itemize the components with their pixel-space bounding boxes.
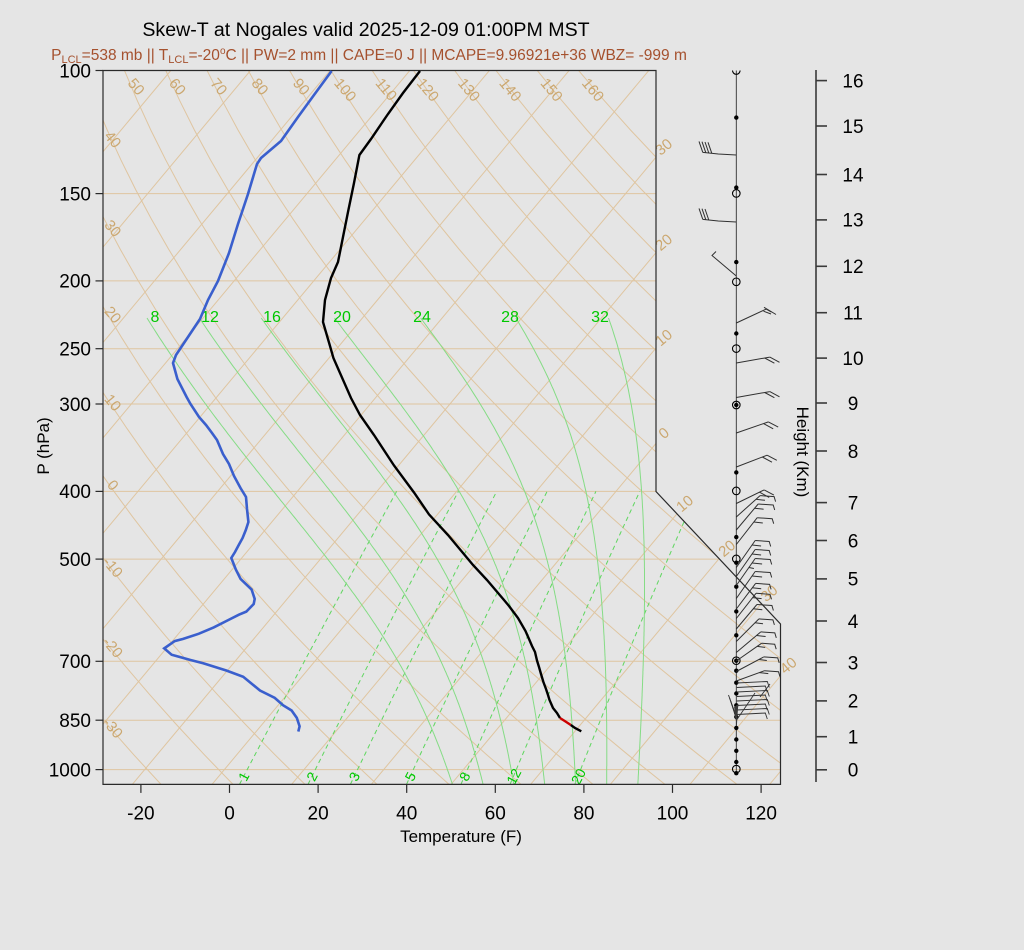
svg-text:Skew-T at Nogales valid 2025-1: Skew-T at Nogales valid 2025-12-09 01:00…: [142, 19, 589, 41]
svg-text:300: 300: [59, 395, 91, 416]
svg-text:Temperature (F): Temperature (F): [400, 827, 522, 846]
svg-text:Height (Km): Height (Km): [793, 407, 812, 498]
svg-text:7: 7: [848, 493, 859, 514]
svg-text:28: 28: [501, 309, 519, 326]
svg-text:11: 11: [843, 304, 863, 325]
svg-text:0: 0: [848, 761, 859, 782]
svg-text:1000: 1000: [49, 760, 91, 781]
svg-text:13: 13: [842, 211, 863, 232]
svg-text:40: 40: [396, 804, 417, 825]
svg-text:16: 16: [263, 309, 281, 326]
svg-text:15: 15: [842, 117, 863, 138]
svg-text:0: 0: [224, 804, 235, 825]
svg-text:80: 80: [573, 804, 594, 825]
svg-text:12: 12: [842, 257, 863, 278]
svg-text:500: 500: [59, 550, 91, 571]
svg-text:8: 8: [151, 309, 160, 326]
svg-text:20: 20: [333, 309, 351, 326]
svg-text:32: 32: [591, 309, 609, 326]
svg-text:8: 8: [848, 442, 859, 463]
svg-text:5: 5: [848, 570, 859, 591]
svg-text:20: 20: [308, 804, 329, 825]
svg-text:200: 200: [59, 272, 91, 293]
svg-text:PLCL=538 mb || TLCL=-20oC || P: PLCL=538 mb || TLCL=-20oC || PW=2 mm || …: [51, 46, 687, 66]
svg-text:-20: -20: [127, 804, 154, 825]
svg-text:100: 100: [657, 804, 689, 825]
svg-text:1: 1: [848, 728, 859, 749]
svg-text:60: 60: [485, 804, 506, 825]
svg-text:20: 20: [568, 766, 590, 787]
svg-text:150: 150: [59, 184, 91, 205]
svg-text:10: 10: [842, 349, 863, 370]
svg-text:9: 9: [848, 394, 859, 415]
svg-text:100: 100: [59, 61, 91, 82]
svg-text:850: 850: [59, 711, 91, 732]
svg-text:14: 14: [842, 165, 864, 186]
svg-text:3: 3: [848, 653, 859, 674]
svg-text:120: 120: [745, 804, 777, 825]
svg-text:2: 2: [848, 692, 859, 713]
svg-text:24: 24: [413, 309, 431, 326]
svg-text:4: 4: [848, 612, 859, 633]
svg-text:P (hPa): P (hPa): [34, 417, 53, 474]
svg-text:700: 700: [59, 652, 91, 673]
svg-text:16: 16: [842, 71, 863, 92]
svg-text:12: 12: [201, 309, 219, 326]
svg-text:6: 6: [848, 531, 859, 552]
svg-text:400: 400: [59, 482, 91, 503]
svg-text:12: 12: [503, 766, 525, 787]
svg-text:250: 250: [59, 340, 91, 361]
